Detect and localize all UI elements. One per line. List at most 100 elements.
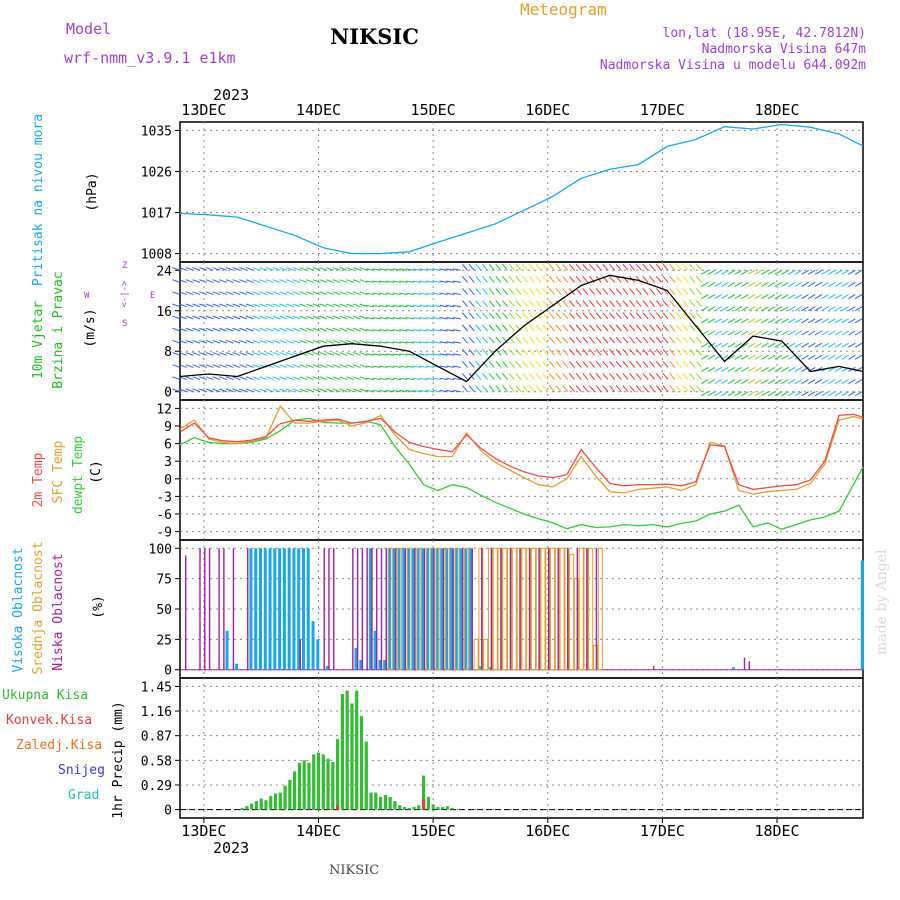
wind-barb <box>741 318 749 324</box>
y-tick-label: 8 <box>164 345 172 360</box>
wind-barb <box>721 366 729 372</box>
wind-barb <box>834 294 843 300</box>
cloud-low-title: Niska Oblacnost <box>51 553 66 670</box>
wind-barb <box>379 304 388 308</box>
low-cloud-bar <box>376 548 378 670</box>
high-cloud-bar <box>383 660 387 670</box>
wind-barb <box>326 376 334 381</box>
wind-barb <box>801 391 809 397</box>
wind-barb <box>319 388 328 393</box>
wind-barb <box>332 291 341 296</box>
wind-barb <box>615 324 622 332</box>
wind-barb <box>808 306 816 312</box>
wind-barb <box>292 327 301 332</box>
wind-barb <box>767 366 776 372</box>
wind-speed-line <box>179 274 864 383</box>
wind-barb <box>372 365 381 368</box>
low-cloud-bar <box>586 548 588 670</box>
wind-barb <box>602 336 609 344</box>
high-cloud-bar <box>311 621 315 670</box>
low-cloud-bar <box>509 548 512 670</box>
wind-barb <box>225 291 234 296</box>
wind-barb <box>178 291 187 296</box>
wind-barb <box>332 279 341 283</box>
wind-barb <box>199 267 207 271</box>
wind-barb <box>548 385 555 393</box>
wind-barb <box>279 327 288 332</box>
wind-barb <box>655 360 662 368</box>
wind-barb <box>319 352 328 356</box>
x-tick-label-bottom: 18DEC <box>754 822 799 840</box>
wind-barb <box>781 366 789 372</box>
wind-barb <box>828 391 836 397</box>
total-precip-bar <box>297 762 302 810</box>
high-cloud-bar <box>392 548 396 670</box>
wind-barb <box>352 388 361 393</box>
wind-barb <box>649 385 656 393</box>
wind-barb <box>821 354 829 360</box>
wind-barb <box>754 306 762 312</box>
wind-barb <box>609 385 616 393</box>
wind-barb <box>265 315 274 320</box>
wind-barb <box>649 275 656 283</box>
wind-barb <box>495 360 502 368</box>
wind-barb <box>406 377 415 381</box>
wind-barb <box>589 373 595 380</box>
wind-barb <box>178 388 187 393</box>
wind-barb <box>219 376 227 381</box>
product-title: Meteogram <box>520 0 607 19</box>
wind-barb <box>406 329 415 332</box>
wind-barb <box>219 388 227 393</box>
wind-barb <box>232 267 241 271</box>
wind-barb <box>707 366 716 372</box>
wind-barb <box>205 339 214 344</box>
wind-barb <box>595 324 602 332</box>
wind-barb <box>319 364 328 368</box>
y-tick-label: 1.45 <box>141 680 172 695</box>
wind-barb <box>352 327 361 332</box>
wind-barb <box>312 267 321 271</box>
wind-barb <box>562 324 569 332</box>
mid-cloud-bar <box>554 547 560 671</box>
wind-barb <box>655 263 662 271</box>
y-tick-label: 50 <box>156 603 172 618</box>
wind-barb <box>615 385 622 393</box>
wind-barb <box>495 385 502 393</box>
wind-barb <box>629 373 636 380</box>
wind-barb <box>568 360 575 368</box>
total-precip-bar <box>316 752 321 810</box>
wind-barb <box>515 360 522 368</box>
wind-barb <box>821 294 829 300</box>
wind-barb <box>446 365 455 368</box>
wind-barb <box>642 385 649 393</box>
wind-barb <box>245 352 254 356</box>
wind-barb <box>542 288 549 295</box>
wind-barb <box>495 288 502 295</box>
wind-barb <box>707 281 716 287</box>
wind-barb <box>259 388 268 393</box>
wind-barb <box>446 389 455 393</box>
y-tick-label: 16 <box>156 305 172 320</box>
wind-barb <box>199 339 207 344</box>
wind-barb <box>306 376 314 381</box>
wind-barb <box>488 336 495 344</box>
wind-barb <box>622 373 629 380</box>
wind-barb <box>372 353 381 356</box>
high-cloud-bar <box>440 548 444 670</box>
temp-dewpt-title: dewpt Temp <box>71 436 86 514</box>
wind-barb <box>721 342 729 348</box>
wind-barb <box>185 388 194 393</box>
total-precip-bar <box>264 800 268 810</box>
wind-barb <box>575 385 582 393</box>
wind-barb <box>502 336 509 344</box>
wind-barb <box>568 312 575 320</box>
wind-barb <box>462 336 468 344</box>
wind-barb <box>761 391 769 397</box>
wind-barb <box>602 263 609 271</box>
wind-barb <box>609 300 616 308</box>
wind-barb <box>734 354 742 360</box>
wind-barb <box>515 373 522 380</box>
wind-barb <box>279 315 288 320</box>
wind-barb <box>482 373 488 380</box>
wind-barb <box>522 336 529 344</box>
